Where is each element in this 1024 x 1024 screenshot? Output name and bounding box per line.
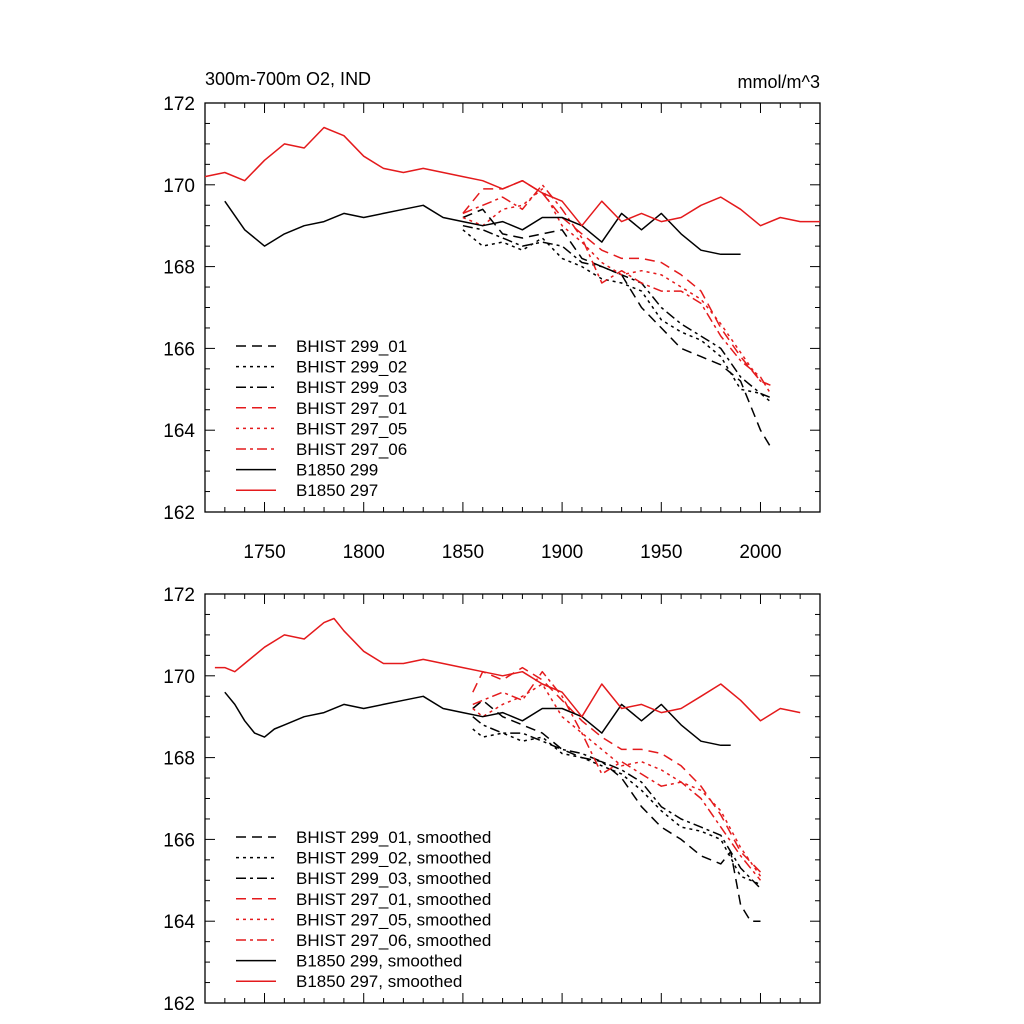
series-line — [462, 184, 772, 394]
y-tick-label: 164 — [163, 421, 195, 442]
series-line — [462, 224, 771, 399]
legend-label: B1850 299, smoothed — [296, 952, 462, 971]
legend-label: BHIST 299_01, smoothed — [296, 828, 491, 847]
y-tick-label: 170 — [163, 176, 195, 197]
y-tick-label: 162 — [163, 503, 195, 524]
chart-title: 300m-700m O2, IND — [205, 69, 371, 89]
series-line — [462, 188, 771, 386]
x-tick-label: 1800 — [343, 542, 385, 563]
legend-label: BHIST 299_02, smoothed — [296, 849, 491, 868]
x-tick-label: 1950 — [640, 542, 682, 563]
series-line — [472, 699, 761, 922]
legend-label: BHIST 297_06 — [296, 440, 407, 459]
x-tick-label: 1900 — [541, 542, 583, 563]
x-tick-label: 2000 — [739, 542, 781, 563]
top-panel: 300m-700m O2, IND mmol/m^3 162 164 166 168 1… — [163, 69, 821, 563]
legend-label: BHIST 297_06, smoothed — [296, 931, 491, 950]
series-line — [472, 683, 762, 877]
legend-label: BHIST 299_01 — [296, 337, 407, 356]
legend-label: B1850 297, smoothed — [296, 972, 462, 991]
y-tick-label: 162 — [163, 994, 195, 1015]
y-tick-label: 168 — [163, 258, 195, 279]
legend-label: BHIST 297_05, smoothed — [296, 910, 491, 929]
x-tick-label: 1850 — [442, 542, 484, 563]
y-tick-label: 170 — [163, 667, 195, 688]
series-line — [214, 617, 801, 722]
y-tick-label: 164 — [163, 912, 195, 933]
series-line — [462, 208, 772, 447]
y-tick-label: 172 — [163, 94, 195, 115]
legend-label: BHIST 297_05 — [296, 419, 407, 438]
y-tick-label: 166 — [163, 339, 195, 360]
series-line — [472, 670, 762, 881]
legend-label: B1850 297 — [296, 481, 378, 500]
legend-label: BHIST 297_01, smoothed — [296, 890, 491, 909]
legend-label: BHIST 299_03 — [296, 378, 407, 397]
series-line — [224, 691, 731, 747]
y-tick-label: 166 — [163, 830, 195, 851]
legend-label: BHIST 299_03, smoothed — [296, 869, 491, 888]
series-line — [204, 126, 820, 227]
y-tick-label: 172 — [163, 585, 195, 606]
x-tick-label: 1750 — [243, 542, 285, 563]
bottom-panel: 162 164 166 168 170 172 BHIST 299_01, smoothed… — [163, 585, 821, 1015]
series-line — [462, 229, 771, 403]
legend-label: BHIST 297_01 — [296, 399, 407, 418]
series-line — [472, 716, 762, 890]
units-label: mmol/m^3 — [738, 72, 820, 92]
y-tick-label: 168 — [163, 749, 195, 770]
legend-label: B1850 299 — [296, 461, 378, 480]
legend-label: BHIST 299_02 — [296, 358, 407, 377]
series-line — [472, 728, 761, 886]
